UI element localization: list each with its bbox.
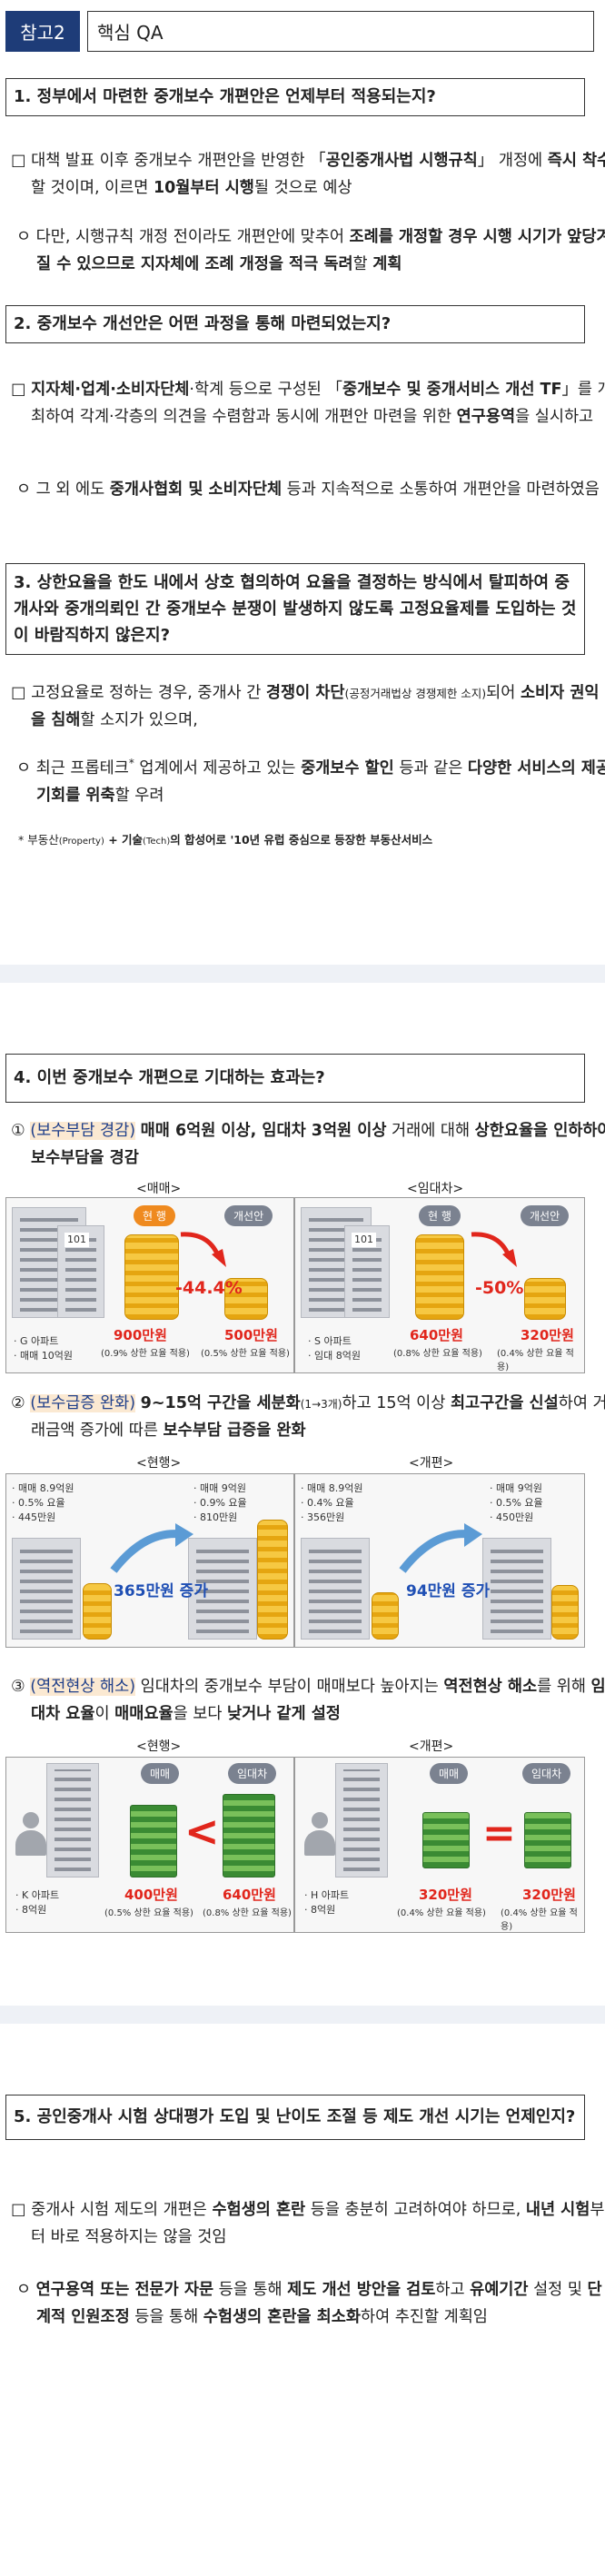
fig2-right-info-before: · 매매 8.9억원 · 0.4% 요율 · 356만원	[301, 1482, 363, 1523]
coin-stack-icon	[524, 1278, 566, 1320]
question-2: 2. 중개보수 개선안은 어떤 과정을 통해 마련되었는지?	[5, 305, 585, 343]
fig2-right-label: <개편>	[409, 1456, 454, 1471]
fig2-left-info-after: · 매매 9억원 · 0.9% 요율 · 810만원	[193, 1482, 247, 1523]
q5-answer-2: ㅇ 연구용역 또는 전문가 자문 등을 통해 제도 개선 방안을 검토하고 유예…	[16, 2281, 602, 2327]
apartment-building-icon	[46, 1763, 99, 1878]
improved-note: (0.5% 상한 요율 적용)	[201, 1349, 290, 1359]
section-divider	[0, 965, 605, 983]
sale-pill: 매매	[430, 1763, 469, 1784]
cash-stack-icon	[130, 1805, 177, 1878]
improved-amount: 320만원	[521, 1327, 574, 1343]
fig1-right-info: · S 아파트 · 임대 8억원	[308, 1335, 361, 1362]
q2-answer-2: ㅇ 그 외 에도 중개사협회 및 소비자단체 등과 지속적으로 소통하여 개편안…	[16, 481, 600, 499]
reference-tag: 참고2	[5, 11, 80, 52]
improved-pill: 개선안	[521, 1205, 570, 1226]
fig2-left-info-before: · 매매 8.9억원 · 0.5% 요율 · 445만원	[12, 1482, 74, 1523]
question-5: 5. 공인중개사 시험 상대평가 도입 및 난이도 조절 등 제도 개선 시기는…	[5, 2095, 585, 2140]
decrease-arrow-icon	[471, 1232, 517, 1267]
building-sign: 101	[352, 1233, 376, 1247]
q1-answer-1: □ 대책 발표 이후 중개보수 개편안을 반영한 「공인중개사법 시행규칙」 개…	[11, 152, 605, 198]
building-sign: 101	[64, 1233, 89, 1247]
decrease-arrow-icon	[180, 1232, 226, 1267]
fig1-left-info: · G 아파트 · 매매 10억원	[14, 1335, 73, 1362]
question-1: 1. 정부에서 마련한 중개보수 개편안은 언제부터 적용되는지?	[5, 78, 585, 116]
section-divider	[0, 2006, 605, 2024]
fig2-left-panel: · 매매 8.9억원 · 0.5% 요율 · 445만원 · 매매 9억원 · 0.9…	[5, 1473, 294, 1648]
q1-answer-2: ㅇ 다만, 시행규칙 개정 전이라도 개편안에 맞추어 조례를 개정할 경우 시…	[16, 228, 605, 274]
current-note: (0.9% 상한 요율 적용)	[101, 1349, 190, 1359]
page-title: 핵심 QA	[87, 11, 594, 52]
apartment-building-icon	[188, 1538, 257, 1640]
cash-stack-icon	[524, 1812, 571, 1868]
fig1-right-label: <임대차>	[407, 1182, 464, 1196]
fig3-right-panel: · H 아파트 · 8억원 매매 임대차 = 320만원 (0.4% 상한 요율 …	[294, 1757, 585, 1933]
cash-stack-icon	[223, 1794, 275, 1878]
fig2-left-label: <현행>	[136, 1456, 182, 1471]
apartment-building-icon	[482, 1538, 551, 1640]
lease-pill: 임대차	[522, 1763, 571, 1784]
fig3-right-info: · H 아파트 · 8억원	[304, 1889, 350, 1916]
q3-answer-2: ㅇ 최근 프롭테크* 업계에서 제공하고 있는 중개보수 할인 등과 같은 다양…	[16, 757, 605, 805]
lease-pill: 임대차	[228, 1763, 277, 1784]
decrease-pct: -44.4%	[175, 1278, 243, 1298]
coin-stack-icon	[551, 1585, 579, 1640]
lease-note: (0.8% 상한 요율 적용)	[203, 1908, 292, 1918]
person-icon	[304, 1812, 335, 1858]
fig3-left-info: · K 아파트 · 8억원	[15, 1889, 60, 1916]
effect-3: ③ (역전현상 해소) 임대차의 중개보수 부담이 매매보다 높아지는 역전현상…	[11, 1678, 605, 1724]
current-pill: 현 행	[134, 1205, 175, 1226]
fig3-left-panel: · K 아파트 · 8억원 매매 임대차 < 400만원 (0.5% 상한 요율 …	[5, 1757, 294, 1933]
lease-note: (0.4% 상한 요율 적용)	[501, 1908, 578, 1932]
fig2-right-info-after: · 매매 9억원 · 0.5% 요율 · 450만원	[490, 1482, 543, 1523]
fig3-right-label: <개편>	[409, 1739, 454, 1754]
equals-symbol: =	[482, 1810, 516, 1857]
person-icon	[15, 1812, 46, 1858]
increase-arrow-icon	[110, 1523, 193, 1573]
cash-stack-icon	[422, 1812, 470, 1868]
current-pill: 현 행	[419, 1205, 461, 1226]
decrease-pct: -50%	[475, 1278, 524, 1298]
less-than-symbol: <	[184, 1807, 220, 1856]
apartment-building-icon	[12, 1538, 81, 1640]
q5-answer-1: □ 중개사 시험 제도의 개편은 수험생의 혼란 등을 충분히 고려하여야 하므…	[11, 2201, 605, 2247]
current-note: (0.8% 상한 요율 적용)	[393, 1349, 482, 1359]
fig1-left-label: <매매>	[136, 1182, 182, 1196]
sale-amount: 320만원	[419, 1887, 472, 1903]
increase-amount: 94만원 증가	[406, 1582, 491, 1600]
increase-arrow-icon	[399, 1523, 482, 1573]
q3-footnote: * 부동산(Property) + 기술(Tech)의 합성어로 '10년 유럽…	[18, 833, 433, 847]
q2-answer-1: □ 지자체·업계·소비자단체·학계 등으로 구성된 「중개보수 및 중개서비스 …	[11, 381, 605, 427]
fig1-right-panel: 101 · S 아파트 · 임대 8억원 현 행 개선안 -50% 640만원 (…	[294, 1197, 585, 1373]
sale-note: (0.4% 상한 요율 적용)	[397, 1908, 486, 1918]
effect-2: ② (보수급증 완화) 9~15억 구간을 세분화(1→3개)하고 15억 이상…	[11, 1394, 605, 1441]
fig2-right-panel: · 매매 8.9억원 · 0.4% 요율 · 356만원 · 매매 9억원 · 0.5…	[294, 1473, 585, 1648]
lease-amount: 640만원	[223, 1887, 276, 1903]
effect-1: ① (보수부담 경감) 매매 6억원 이상, 임대차 3억원 이상 거래에 대해…	[11, 1122, 605, 1168]
coin-stack-icon	[415, 1234, 464, 1320]
sale-pill: 매매	[141, 1763, 180, 1784]
coin-stack-icon	[372, 1592, 399, 1640]
q3-answer-1: □ 고정요율로 정하는 경우, 중개사 간 경쟁이 차단(공정거래법상 경쟁제한…	[11, 684, 600, 730]
increase-amount: 365만원 증가	[114, 1582, 208, 1600]
question-3: 3. 상한요율을 한도 내에서 상호 협의하여 요율을 결정하는 방식에서 탈피…	[5, 563, 585, 656]
current-amount: 640만원	[410, 1327, 463, 1343]
coin-stack-icon	[257, 1520, 288, 1640]
apartment-building-icon	[335, 1763, 388, 1878]
coin-stack-icon	[124, 1234, 179, 1320]
sale-amount: 400만원	[124, 1887, 178, 1903]
improved-pill: 개선안	[224, 1205, 273, 1226]
apartment-building-icon	[301, 1538, 370, 1640]
current-amount: 900만원	[114, 1327, 167, 1343]
question-4: 4. 이번 중개보수 개편으로 기대하는 효과는?	[5, 1054, 585, 1103]
lease-amount: 320만원	[522, 1887, 576, 1903]
fig1-left-panel: 101 · G 아파트 · 매매 10억원 현 행 개선안 -44.4% 900만…	[5, 1197, 294, 1373]
improved-amount: 500만원	[224, 1327, 278, 1343]
coin-stack-icon	[83, 1583, 112, 1640]
coin-stack-icon	[224, 1278, 268, 1320]
fig3-left-label: <현행>	[136, 1739, 182, 1754]
sale-note: (0.5% 상한 요율 적용)	[104, 1908, 193, 1918]
improved-note: (0.4% 상한 요율 적용)	[497, 1349, 574, 1372]
